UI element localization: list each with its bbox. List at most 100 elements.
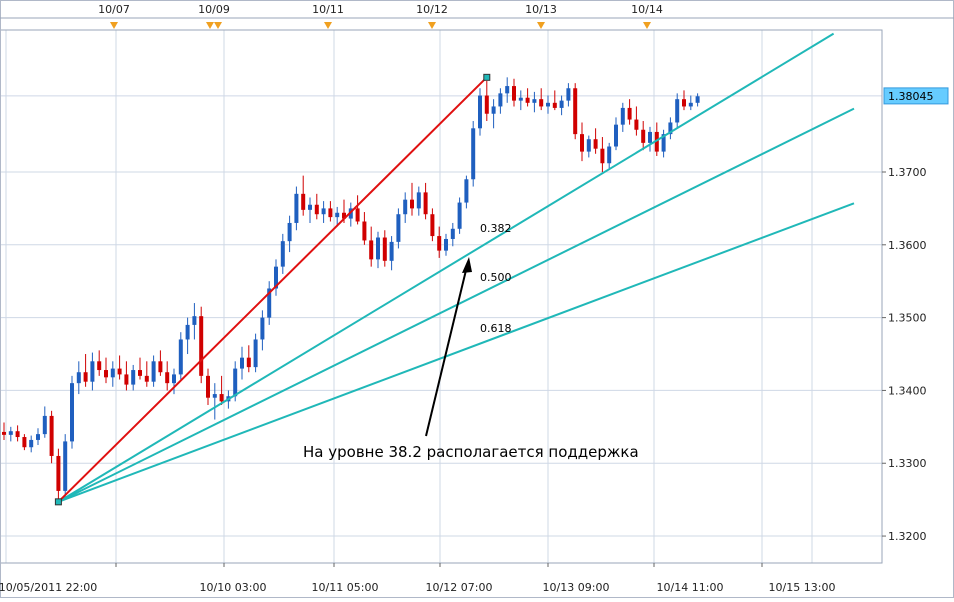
candle-body [192,316,197,325]
candle [165,361,170,391]
candle-body [369,240,374,260]
last-price-value: 1.38045 [888,90,934,103]
candle-body [546,102,550,107]
candle [97,350,102,376]
candle-body [240,357,244,369]
candle [63,434,68,500]
candle [430,208,435,242]
candle-body [274,266,278,289]
candle-body [355,208,360,222]
candle-body [627,107,632,120]
candle-body [675,99,680,123]
x-tick-label: 10/15 13:00 [769,581,836,594]
candle-body [661,134,666,152]
candle [124,361,129,391]
trend-line-group [54,73,491,506]
candle-body [586,139,591,152]
candle-body [104,370,108,378]
candle-body [8,431,13,435]
candle-body [512,86,516,101]
candle-body [491,106,496,114]
candle-body [478,95,482,129]
candle [416,186,421,216]
candle [253,333,258,373]
candle-body [559,100,564,108]
candle-body [56,455,61,491]
x-tick-label: 10/12 07:00 [426,581,493,594]
candle-body [97,361,102,371]
y-tick-label: 1.3400 [888,384,927,397]
candle-body [83,372,88,382]
candle-body [457,202,462,229]
candle [15,425,20,442]
candle [314,193,319,220]
candle-body [151,361,156,382]
candle [641,121,646,151]
candle-body [138,370,142,376]
candle [42,406,47,438]
candle [49,410,54,464]
candle [396,208,401,249]
candle-body [525,97,530,103]
candle [410,182,414,216]
annotation-arrow [425,265,468,437]
candle [8,426,13,442]
candle-body [185,324,190,340]
candle-body [682,99,686,107]
candle [376,231,380,269]
candle-body [117,368,122,375]
candle-body [444,238,448,251]
candle [634,106,639,136]
fibonacci-fan: 0.382 0.500 0.618 [57,32,855,503]
candle [586,135,591,158]
event-marker-2 [214,22,222,29]
candle-body [267,288,272,318]
candle-body [246,357,251,368]
candle-body [36,434,40,440]
y-tick-label: 1.3600 [888,239,927,252]
candles [2,77,700,502]
candle [117,355,122,380]
candle [382,230,387,267]
candle-body [342,212,346,219]
candle [661,129,666,158]
candle-body [15,431,20,438]
candle [90,352,95,391]
candle-body [430,214,435,237]
candle [627,99,632,125]
annotation-text: На уровне 38.2 располагается поддержка [303,443,639,461]
y-tick-label: 1.3700 [888,166,927,179]
candle [2,422,6,440]
candle-body [219,394,224,402]
candle-body [301,193,306,210]
candle-body [471,128,476,180]
candle-body [600,148,605,164]
candle [552,90,557,111]
candle-body [308,204,312,210]
candle [620,102,625,132]
candle [573,83,578,140]
plot-frame [0,29,883,564]
candle [56,448,61,502]
top-axis-label: 10/11 [312,3,344,16]
candle-body [49,415,54,456]
candle [185,317,190,355]
candle [471,121,476,187]
candle-body [124,374,129,385]
candle [695,93,700,107]
event-marker-3 [324,22,332,29]
candle [246,345,251,373]
candle-body [178,339,183,375]
event-marker-4 [428,22,436,29]
candle [321,201,326,223]
x-tick-label: 10/11 05:00 [312,581,379,594]
candle [505,77,510,103]
candle [83,354,88,387]
y-tick-label: 1.3500 [888,312,927,325]
candle-body [450,228,455,239]
candle [110,361,115,387]
x-tick-label: 10/05/2011 22:00 [0,581,97,594]
candle-body [144,375,149,382]
